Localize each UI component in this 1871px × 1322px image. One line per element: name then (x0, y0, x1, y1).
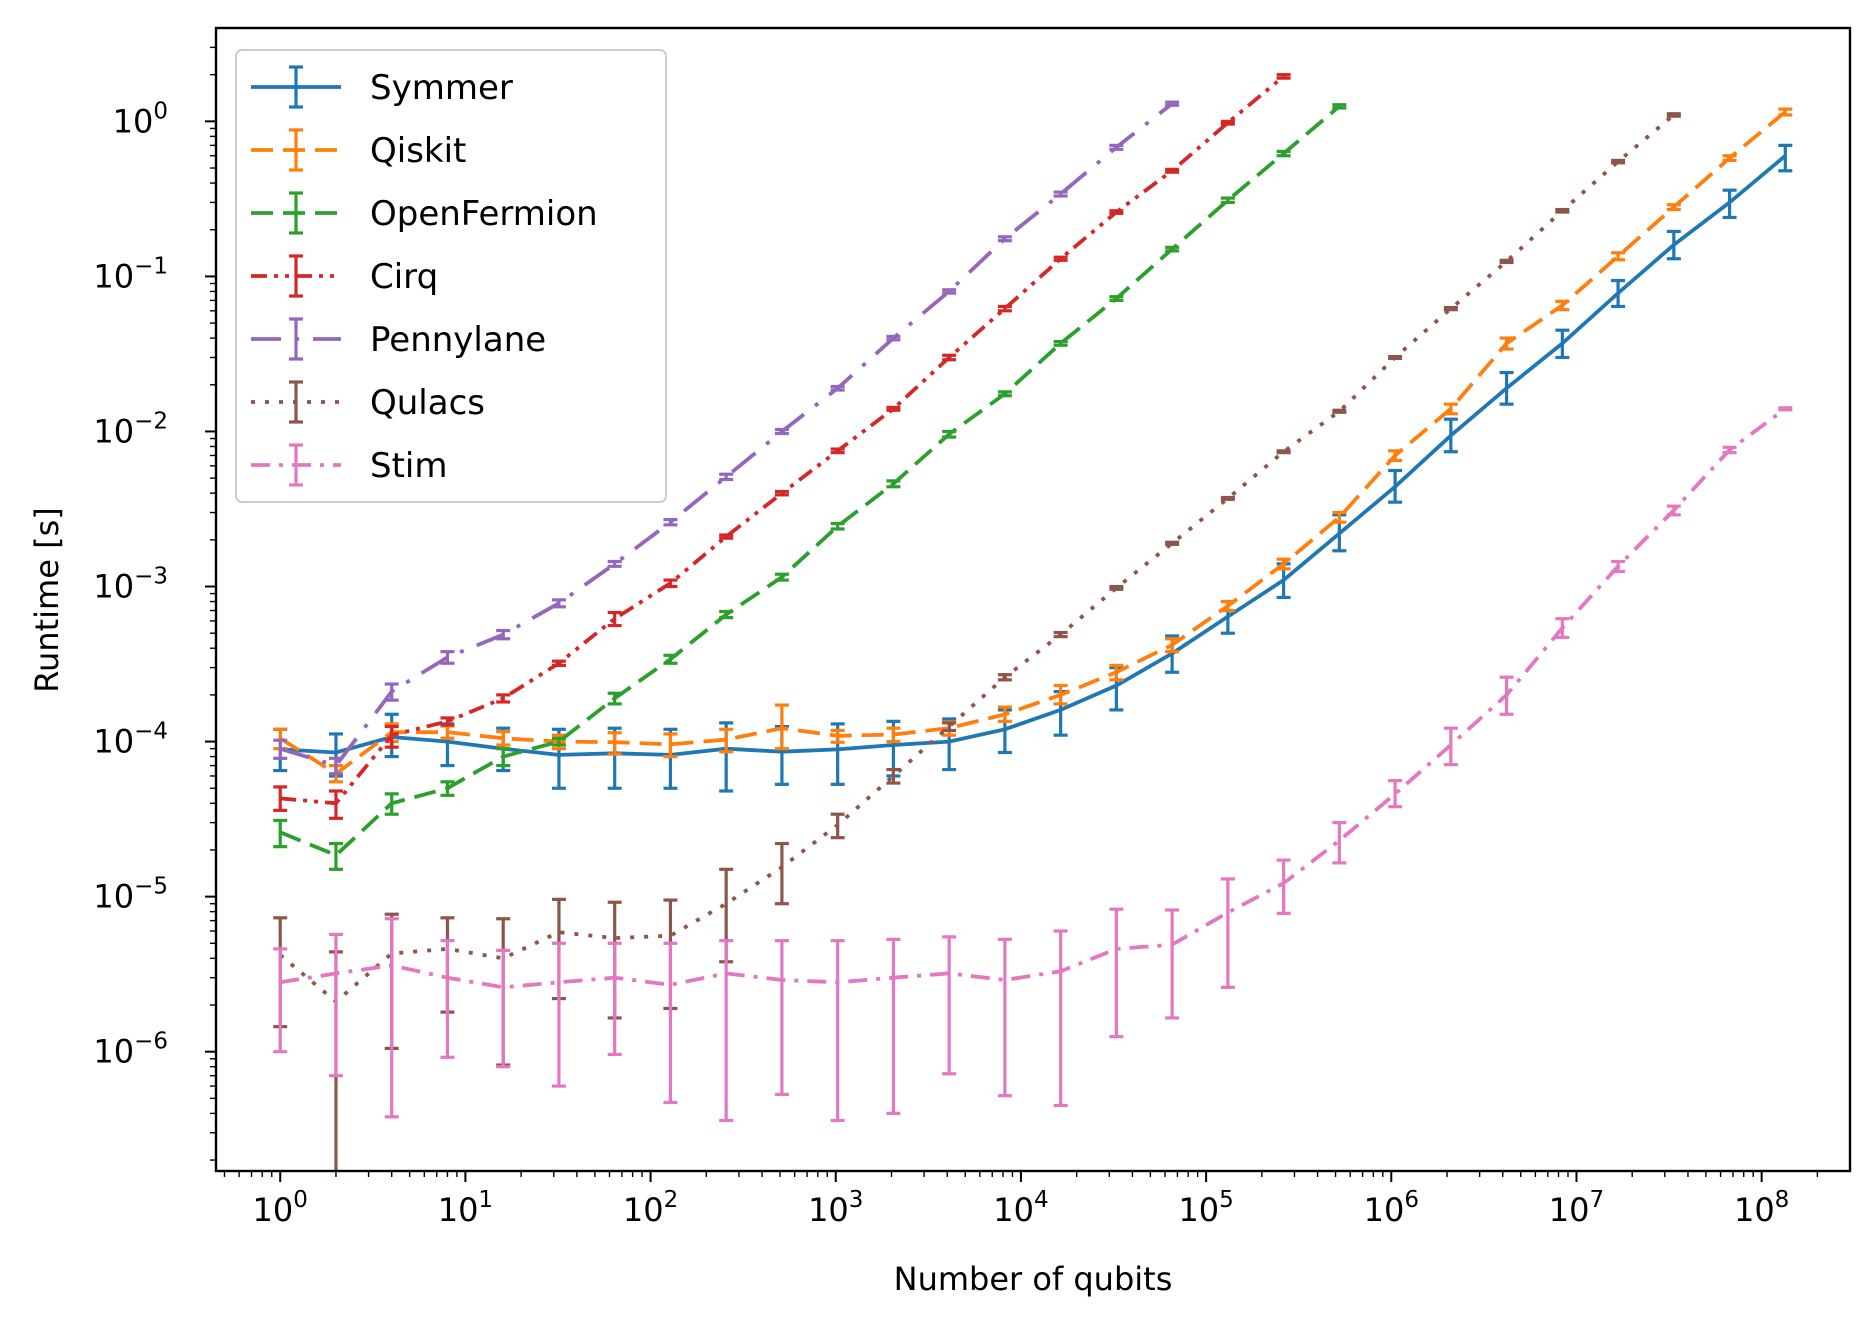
pennylane-line (279, 102, 1174, 768)
openfermion-line (279, 104, 1341, 858)
qiskit-series (273, 107, 1793, 784)
pennylane-series (273, 100, 1180, 776)
y-tick-label: 100 (113, 98, 168, 140)
x-tick-label: 100 (253, 1187, 308, 1229)
legend-item-stim: Stim (251, 443, 447, 487)
legend-label-qulacs: Qulacs (370, 383, 485, 423)
x-tick-label: 108 (1734, 1187, 1789, 1229)
legend-item-symmer: Symmer (251, 65, 513, 109)
cirq-series (273, 73, 1291, 820)
x-tick-label: 101 (438, 1187, 493, 1229)
x-axis: 100 101 102 103 104 105 106 107 108 (223, 1171, 1819, 1229)
y-tick-label: 10−3 (93, 564, 168, 606)
x-tick-label: 106 (1364, 1187, 1419, 1229)
legend: Symmer Qiskit OpenFermion Cirq Pennylane Qula… (235, 49, 667, 503)
y-axis-label: Runtime [s] (28, 507, 66, 692)
legend-frame (235, 49, 667, 503)
plot-frame (214, 26, 1852, 1173)
symmer-series (273, 143, 1793, 793)
legend-item-cirq: Cirq (251, 254, 438, 298)
legend-item-qulacs: Qulacs (251, 380, 485, 424)
x-tick-label: 107 (1549, 1187, 1604, 1229)
openfermion-series (273, 103, 1347, 871)
legend-label-stim: Stim (370, 446, 447, 486)
y-tick-label: 10−4 (93, 719, 168, 761)
x-axis-label: Number of qubits (894, 1260, 1173, 1298)
x-tick-label: 105 (1178, 1187, 1233, 1229)
y-tick-label: 10−6 (93, 1029, 168, 1071)
x-tick-label: 103 (808, 1187, 863, 1229)
legend-item-openfermion: OpenFermion (251, 191, 598, 235)
legend-label-cirq: Cirq (370, 257, 438, 297)
legend-label-symmer: Symmer (370, 68, 513, 108)
y-tick-label: 10−1 (93, 253, 168, 295)
legend-label-qiskit: Qiskit (370, 131, 466, 171)
stim-line (279, 407, 1787, 990)
legend-item-qiskit: Qiskit (251, 128, 466, 172)
legend-label-pennylane: Pennylane (370, 320, 546, 360)
y-tick-label: 10−5 (93, 874, 168, 916)
legend-item-pennylane: Pennylane (251, 317, 546, 361)
y-tick-label: 10−2 (93, 408, 168, 450)
cirq-line (280, 74, 1285, 806)
stim-series (273, 406, 1793, 1123)
qulacs-line (278, 113, 1676, 1005)
series-layer (273, 73, 1793, 1171)
y-axis: 10−6 10−5 10−4 10−3 10−2 10−1 100 (93, 46, 216, 1161)
x-tick-label: 102 (623, 1187, 678, 1229)
legend-label-openfermion: OpenFermion (370, 194, 598, 234)
symmer-line (280, 154, 1787, 757)
qiskit-line (279, 110, 1787, 777)
x-tick-label: 104 (993, 1187, 1048, 1229)
